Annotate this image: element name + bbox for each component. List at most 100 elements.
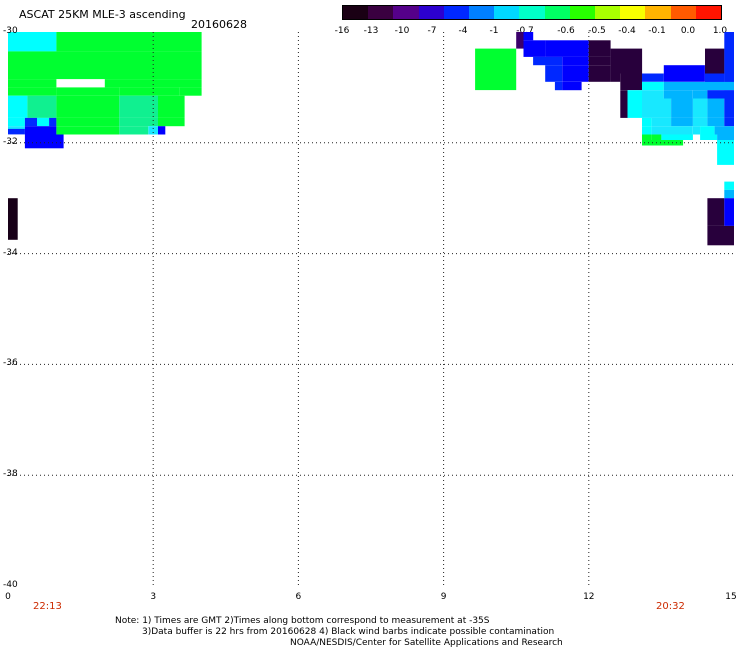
wind-data-cell: [642, 73, 664, 82]
color-scale-label: -0.1: [648, 26, 666, 36]
wind-data-cell: [37, 117, 50, 127]
wind-data-cell: [642, 126, 652, 135]
wind-data-cell: [56, 32, 202, 52]
color-scale-segment: [695, 6, 722, 19]
wind-data-cell: [119, 117, 158, 127]
wind-data-cell: [705, 48, 725, 74]
wind-data-cell: [158, 126, 166, 135]
wind-data-cell: [27, 95, 57, 118]
longitude-label: 6: [295, 592, 302, 602]
wind-data-cell: [692, 126, 701, 135]
wind-data-cell: [700, 134, 717, 140]
wind-data-cell: [8, 32, 57, 52]
wind-data-cell: [119, 95, 158, 118]
longitude-label: 0: [5, 592, 11, 602]
wind-data-cell: [8, 51, 202, 80]
wind-data-cell: [475, 48, 517, 91]
wind-data-cell: [724, 117, 734, 127]
wind-data-cell: [516, 32, 524, 49]
color-scale-label: -13: [363, 26, 379, 36]
latitude-label: -30: [3, 26, 18, 36]
wind-data-cell: [620, 90, 628, 99]
longitude-label: 9: [440, 592, 447, 602]
wind-data-cell: [56, 95, 120, 118]
wind-data-cell: [700, 126, 715, 135]
wind-map-plot: [8, 32, 734, 586]
color-scale-segment: [443, 6, 470, 19]
wind-data-cell: [663, 81, 734, 91]
wind-data-cell: [588, 65, 611, 82]
wind-data-cell: [523, 32, 534, 41]
wind-data-cell: [651, 134, 662, 140]
map-canvas: [8, 32, 734, 586]
end-time-label: 20:32: [656, 601, 685, 612]
wind-data-cell: [707, 198, 725, 226]
wind-data-cell: [724, 189, 734, 199]
color-scale-segment: [469, 6, 495, 19]
color-scale-segment: [620, 6, 646, 19]
longitude-label: 15: [725, 592, 737, 602]
color-scale-segment: [393, 6, 419, 19]
wind-data-cell: [707, 90, 734, 99]
wind-data-cell: [610, 48, 643, 74]
wind-data-cell: [692, 98, 708, 118]
color-scale-segment: [544, 6, 570, 19]
start-time-label: 22:13: [33, 601, 62, 612]
color-scale-label: -0.4: [618, 26, 636, 36]
wind-data-cell: [671, 98, 693, 118]
wind-data-cell: [588, 56, 611, 66]
wind-data-cell: [707, 225, 734, 246]
color-scale-segment: [569, 6, 596, 19]
wind-data-cell: [642, 140, 684, 146]
wind-data-cell: [610, 73, 621, 82]
wind-data-cell: [562, 65, 589, 82]
wind-data-cell: [671, 117, 693, 127]
color-scale-segment: [645, 6, 671, 19]
color-scale-segment: [595, 6, 621, 19]
wind-data-cell: [714, 126, 734, 135]
wind-data-cell: [620, 98, 628, 118]
wind-data-cell: [724, 98, 734, 118]
wind-data-cell: [8, 95, 28, 118]
wind-data-cell: [24, 117, 37, 127]
latitude-label: -38: [3, 469, 18, 480]
latitude-label: -32: [3, 136, 18, 147]
wind-data-cell: [642, 117, 652, 127]
wind-data-cell: [119, 87, 180, 96]
wind-data-cell: [24, 134, 64, 149]
wind-data-cell: [620, 73, 643, 91]
wind-data-cell: [642, 98, 671, 118]
color-scale-segment: [670, 6, 696, 19]
wind-data-cell: [642, 90, 664, 99]
wind-data-cell: [158, 95, 185, 118]
wind-data-cell: [724, 32, 734, 91]
wind-data-cell: [8, 87, 57, 96]
wind-data-cell: [148, 126, 159, 135]
color-scale-segment: [519, 6, 545, 19]
wind-data-cell: [588, 40, 611, 57]
color-scale-segment: [368, 6, 394, 19]
wind-data-cell: [651, 126, 693, 135]
wind-data-cell: [8, 126, 25, 129]
wind-data-cell: [562, 81, 582, 91]
color-scale-label: -0.7: [516, 26, 534, 36]
color-scale-segment: [494, 6, 520, 19]
wind-data-cell: [692, 90, 708, 99]
longitude-label: 12: [583, 592, 595, 602]
wind-data-cell: [533, 56, 563, 66]
wind-data-cell: [724, 181, 734, 190]
footer-note-1: Note: 1) Times are GMT 2)Times along bot…: [115, 616, 490, 626]
latitude-label: -40: [3, 580, 18, 590]
color-scale-label: -0.6: [557, 26, 575, 36]
wind-data-cell: [8, 79, 57, 88]
color-scale-label: 1.0: [712, 26, 728, 36]
footer-note-2: 3)Data buffer is 22 hrs from 20160628 4)…: [142, 627, 555, 637]
color-scale-label: -0.5: [588, 26, 606, 36]
wind-data-cell: [724, 198, 734, 226]
wind-data-cell: [8, 198, 18, 240]
color-scale-label: -16: [334, 26, 350, 36]
color-scale-bar: [342, 5, 722, 20]
color-scale-segment: [418, 6, 444, 19]
wind-data-cell: [707, 117, 725, 127]
wind-data-cell: [717, 140, 734, 165]
